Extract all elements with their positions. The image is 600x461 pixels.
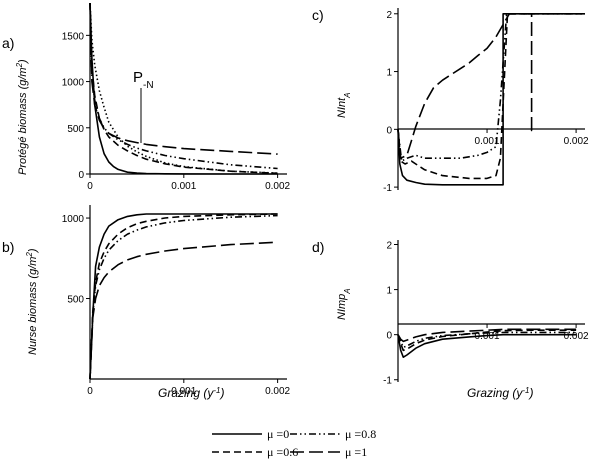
series-line-dashed <box>89 213 278 380</box>
series-line-dotted <box>89 2 278 174</box>
series-line-longdash <box>89 241 278 380</box>
x-axis-label-right: Grazing (y-1) <box>467 386 533 401</box>
x-tick-label: 0.001 <box>171 386 196 397</box>
y-tick-label: 2 <box>386 10 392 21</box>
series-line-longdash <box>397 13 535 159</box>
legend: μ =0 μ =0.8 μ =0.6 μ =1 <box>212 427 376 459</box>
y-tick-label: 500 <box>67 295 84 306</box>
series-layer <box>89 213 278 380</box>
series-layer <box>89 2 278 175</box>
tick-layer: 500 1000 0 0.001 0.002 <box>62 214 291 397</box>
legend-item-mu-0: μ =0 <box>212 427 289 441</box>
panel-label-b: b) <box>2 239 14 255</box>
tick-layer: -1 0 1 2 0.001 0.002 <box>383 10 589 194</box>
y-tick-label: 0 <box>386 331 392 342</box>
series-line-longdash <box>397 328 577 343</box>
y-axis-label: Nurse biomass (g/m2) <box>25 248 40 355</box>
nimp-panel: -1 0 1 2 0.001 0.002 NImpA <box>336 240 589 387</box>
series-line-dashdotdot <box>89 2 278 170</box>
series-line-solid <box>397 333 577 358</box>
y-axis-label: NImpA <box>336 288 352 320</box>
x-tick-label: 0.001 <box>475 136 500 147</box>
y-tick-label: 1000 <box>62 78 85 89</box>
series-layer <box>397 328 577 358</box>
series-line-solid <box>397 13 585 186</box>
y-axis-label: NIntA <box>336 92 352 118</box>
y-axis-label: Protégé biomass (g/m2) <box>15 59 30 175</box>
series-line-solid <box>89 213 278 380</box>
series-line-dashed <box>397 329 577 352</box>
x-tick-label: 0.002 <box>564 331 589 342</box>
tick-layer: -1 0 1 2 0.001 0.002 <box>383 241 589 387</box>
y-tick-label: -1 <box>383 376 392 387</box>
series-line-dashdotdot <box>397 13 585 162</box>
y-tick-label: 1500 <box>62 31 85 42</box>
y-tick-label: 500 <box>67 124 84 135</box>
legend-item-mu-0-8: μ =0.8 <box>290 427 376 441</box>
panel-label-d: d) <box>312 239 324 255</box>
legend-label: μ =0 <box>267 427 289 441</box>
legend-item-mu-1: μ =1 <box>290 445 367 459</box>
y-tick-label: 0 <box>386 125 392 136</box>
series-line-longdash <box>89 2 278 155</box>
panel-label-a: a) <box>2 35 14 51</box>
series-line-dashdotdot <box>89 214 278 380</box>
x-tick-label: 0.002 <box>564 136 589 147</box>
nint-panel: -1 0 1 2 0.001 0.002 NIntA <box>336 8 589 194</box>
x-tick-label: 0 <box>87 181 93 192</box>
y-tick-label: 0 <box>78 170 84 181</box>
panel-label-c: c) <box>312 7 324 23</box>
x-tick-label: 0.002 <box>265 386 290 397</box>
nurse-biomass-panel: 500 1000 0 0.001 0.002 Nurse biomass (g/m2) <box>25 205 291 397</box>
x-tick-label: 0.001 <box>475 331 500 342</box>
protege-biomass-panel: 0 500 1000 1500 0 0.001 0.002 Protégé biomass … <box>15 2 291 192</box>
tick-layer: 0 500 1000 1500 0 0.001 0.002 <box>62 31 291 192</box>
series-line-dashed <box>397 13 585 180</box>
x-tick-label: 0 <box>87 386 93 397</box>
series-line-dashed <box>89 2 278 175</box>
y-tick-label: 1 <box>386 68 392 79</box>
legend-label: μ =0.6 <box>267 445 298 459</box>
legend-label: μ =1 <box>345 445 367 459</box>
x-tick-label: 0.002 <box>265 181 290 192</box>
x-axis-label-left: Grazing (y-1) <box>158 386 224 401</box>
x-tick-label: 0.001 <box>171 181 196 192</box>
series-layer <box>397 13 585 186</box>
p-n-annotation: P-N <box>133 69 154 91</box>
y-tick-label: 2 <box>386 241 392 252</box>
y-tick-label: 1 <box>386 286 392 297</box>
y-tick-label: 1000 <box>62 214 85 225</box>
legend-label: μ =0.8 <box>345 427 376 441</box>
legend-item-mu-0-6: μ =0.6 <box>212 445 298 459</box>
y-tick-label: -1 <box>383 183 392 194</box>
